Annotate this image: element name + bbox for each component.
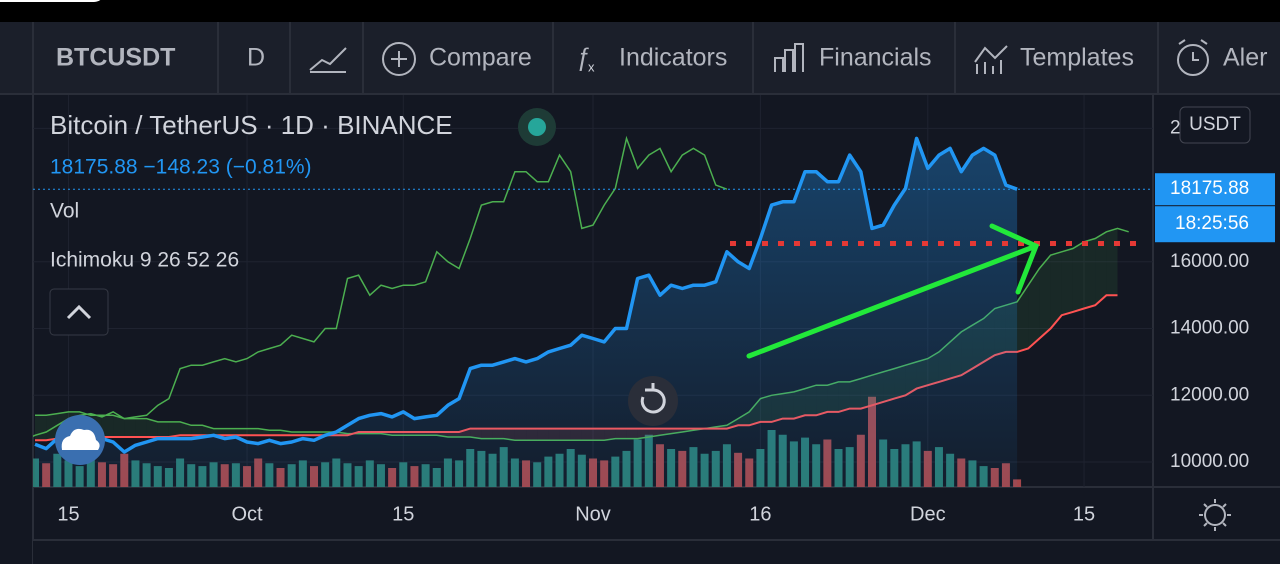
templates-icon: [974, 45, 1008, 74]
cloud-segment: [1017, 285, 1029, 352]
alerts-icon-hands: [1178, 39, 1208, 61]
close-area: [35, 138, 1018, 487]
cloud-segment: [191, 425, 203, 436]
cloud-segment: [113, 415, 125, 437]
alerts-icon[interactable]: [1177, 44, 1209, 76]
cloud-segment: [146, 418, 158, 437]
cloud-segment: [1072, 241, 1085, 312]
cloud-segment: [135, 418, 147, 437]
cloud-segment: [1028, 268, 1040, 349]
financials-icon: [774, 43, 804, 72]
cloud-segment: [269, 430, 281, 436]
cloud-segment: [1095, 231, 1107, 306]
compare-icon[interactable]: [382, 42, 416, 76]
x-tick-label: Oct: [231, 503, 263, 525]
countdown-tag: [1155, 206, 1275, 243]
financials[interactable]: Financials: [819, 44, 932, 72]
cloud-segment: [1050, 251, 1062, 329]
cloud-segment: [1106, 228, 1118, 296]
x-tick-label: 15: [392, 503, 414, 525]
cloud-segment: [1039, 255, 1051, 339]
cloud-segment: [213, 428, 225, 436]
currency-button[interactable]: [1179, 106, 1251, 144]
bottom-panel: [33, 541, 1280, 564]
interval[interactable]: D: [247, 44, 265, 72]
legend-indicator: Ichimoku 9 26 52 26: [50, 249, 239, 272]
indicators[interactable]: Indicators: [619, 44, 727, 72]
time-axis: 15 Oct 15 Nov 16 Dec 15: [57, 503, 1095, 525]
y-tick-label: 14000.00: [1170, 318, 1249, 339]
templates[interactable]: Templates: [1020, 44, 1134, 72]
y-tick-label: 2: [1170, 117, 1181, 138]
compare[interactable]: Compare: [429, 44, 532, 72]
cloud-segment: [101, 415, 114, 437]
cloud-segment: [1061, 248, 1073, 316]
cloud-segment: [124, 418, 136, 437]
legend-title: Bitcoin / TetherUS · 1D · BINANCE: [50, 110, 453, 140]
status-bar: [0, 0, 1280, 22]
cloud-segment: [224, 428, 236, 436]
close-line: [34, 136, 1018, 454]
cloud-segment: [1084, 238, 1096, 309]
settings-icon[interactable]: [1204, 504, 1226, 526]
y-tick-label: 10000.00: [1170, 451, 1249, 472]
reset-button[interactable]: [628, 376, 678, 426]
cloud-segment: [35, 415, 47, 441]
x-tick-label: 15: [1073, 503, 1095, 525]
x-tick-label: 15: [57, 503, 79, 525]
reset-icon-head: [645, 383, 655, 392]
status-dot: [528, 118, 546, 136]
x-tick-label: Nov: [575, 503, 611, 525]
indicators-icon: ƒ: [576, 44, 590, 72]
cloud-segment: [157, 421, 169, 437]
legend-quote: 18175.88 −148.23 (−0.81%): [50, 156, 312, 179]
indicators-icon-x: x: [588, 59, 595, 74]
x-tick-label: 16: [749, 503, 771, 525]
status-pill: [0, 0, 101, 2]
cloud-segment: [168, 421, 181, 437]
alerts[interactable]: Aler: [1223, 44, 1267, 72]
compare-plus: [391, 51, 407, 67]
x-tick-label: Dec: [910, 503, 946, 525]
settings-icon-teeth: [1199, 499, 1231, 531]
countdown-label: 18:25:56: [1175, 213, 1249, 234]
cloud-segment: [247, 428, 259, 436]
price-axis: 10000.00 12000.00 14000.00 16000.00 2: [1170, 117, 1249, 472]
currency[interactable]: USDT: [1189, 114, 1241, 135]
cloud-segment: [180, 421, 192, 436]
lagging-span: [33, 135, 728, 438]
cloud-segment: [46, 413, 58, 441]
legend-vol: Vol: [50, 200, 79, 223]
chart-style-icon[interactable]: [309, 47, 347, 73]
price-tag: [1155, 173, 1275, 206]
reset-icon: [640, 388, 666, 414]
toolbar: [0, 22, 1280, 94]
collapse-button[interactable]: [49, 288, 109, 336]
collapse-chevron: [66, 304, 92, 320]
arrow: [746, 223, 1040, 359]
symbol[interactable]: BTCUSDT: [56, 44, 175, 72]
toolbar-dividers: [217, 22, 1159, 94]
logo-cloud: [61, 428, 100, 450]
cloud-segment: [235, 428, 248, 436]
lines: [33, 135, 1140, 487]
price-tag-label: 18175.88: [1170, 178, 1249, 199]
y-tick-label: 12000.00: [1170, 384, 1249, 405]
y-tick-label: 16000.00: [1170, 251, 1249, 272]
